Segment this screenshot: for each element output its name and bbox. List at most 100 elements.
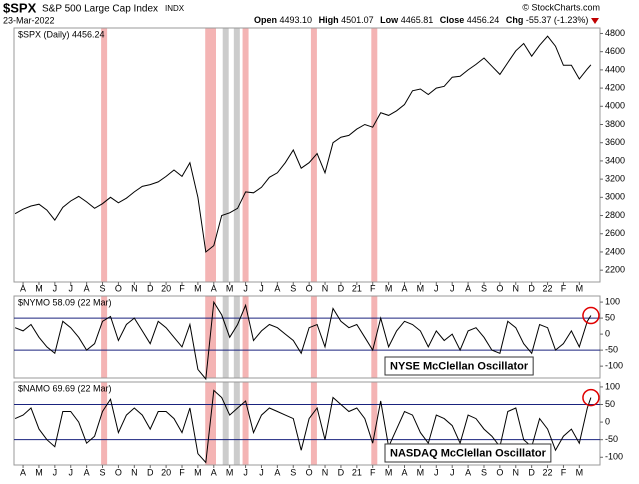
x-tick-label: F bbox=[179, 467, 185, 477]
x-tick-label: F bbox=[561, 467, 567, 477]
x-tick-label: J bbox=[68, 467, 73, 477]
legend: $NYMO 58.09 (22 Mar) bbox=[18, 297, 112, 307]
quote-value: 4501.07 bbox=[341, 15, 374, 25]
signal-band bbox=[233, 296, 240, 378]
x-tick-label: J bbox=[434, 283, 439, 293]
signal-band bbox=[310, 296, 317, 378]
x-tick-label: 21 bbox=[352, 467, 362, 477]
signal-band bbox=[205, 382, 212, 465]
source: © StockCharts.com bbox=[522, 2, 600, 12]
x-tick-label: J bbox=[450, 467, 455, 477]
y-tick-label: -50 bbox=[605, 345, 618, 355]
quote-label: Low bbox=[380, 15, 399, 25]
x-tick-label: O bbox=[306, 283, 313, 293]
signal-band bbox=[242, 28, 249, 282]
y-tick-label: 3400 bbox=[605, 155, 625, 165]
signal-band bbox=[209, 28, 216, 282]
y-tick-label: 100 bbox=[605, 381, 620, 391]
y-tick-label: -50 bbox=[605, 434, 618, 444]
x-tick-label: D bbox=[338, 283, 345, 293]
signal-band bbox=[209, 382, 216, 465]
x-tick-label: J bbox=[243, 467, 248, 477]
x-tick-label: S bbox=[481, 467, 487, 477]
x-tick-label: D bbox=[528, 283, 535, 293]
y-tick-label: 4000 bbox=[605, 101, 625, 111]
x-tick-label: A bbox=[401, 467, 407, 477]
x-tick-label: D bbox=[528, 467, 535, 477]
y-tick-label: 50 bbox=[605, 399, 615, 409]
y-tick-label: 4800 bbox=[605, 28, 625, 38]
x-tick-label: A bbox=[401, 283, 407, 293]
quote-value: 4456.24 bbox=[467, 15, 500, 25]
x-tick-label: A bbox=[84, 467, 90, 477]
x-tick-label: J bbox=[53, 467, 58, 477]
quote-label: Open bbox=[254, 15, 277, 25]
quote-label: Close bbox=[440, 15, 465, 25]
highlight-circle bbox=[582, 306, 600, 325]
x-tick-label: J bbox=[243, 283, 248, 293]
x-tick-label: N bbox=[513, 283, 520, 293]
x-tick-label: J bbox=[53, 283, 58, 293]
x-tick-label: F bbox=[179, 283, 185, 293]
signal-band bbox=[371, 28, 378, 282]
x-tick-label: A bbox=[20, 283, 26, 293]
x-tick-label: J bbox=[259, 467, 264, 477]
quote-label: Chg bbox=[506, 15, 524, 25]
x-tick-label: A bbox=[20, 467, 26, 477]
x-tick-label: O bbox=[115, 467, 122, 477]
x-tick-label: A bbox=[465, 467, 471, 477]
x-tick-label: O bbox=[115, 283, 122, 293]
x-tick-label: N bbox=[322, 283, 329, 293]
y-tick-label: 100 bbox=[605, 296, 620, 306]
y-tick-label: -100 bbox=[605, 361, 623, 371]
x-tick-label: 22 bbox=[543, 467, 553, 477]
signal-band bbox=[222, 382, 229, 465]
x-tick-label: S bbox=[100, 467, 106, 477]
signal-band bbox=[222, 296, 229, 378]
quote-value: 4493.10 bbox=[280, 15, 313, 25]
x-tick-label: M bbox=[194, 467, 202, 477]
x-tick-label: N bbox=[513, 467, 520, 477]
x-tick-label: M bbox=[417, 283, 425, 293]
quote-value: -55.37 (-1.23%) bbox=[526, 15, 589, 25]
x-tick-label: M bbox=[385, 283, 393, 293]
signal-band bbox=[209, 296, 216, 378]
y-tick-label: 4400 bbox=[605, 64, 625, 74]
y-tick-label: 2400 bbox=[605, 246, 625, 256]
signal-band bbox=[101, 382, 108, 465]
x-tick-label: M bbox=[35, 283, 43, 293]
y-tick-label: 4200 bbox=[605, 82, 625, 92]
y-tick-label: 2200 bbox=[605, 265, 625, 275]
y-tick-label: 50 bbox=[605, 312, 615, 322]
x-tick-label: N bbox=[131, 467, 138, 477]
x-tick-label: D bbox=[147, 467, 154, 477]
quote-label: High bbox=[319, 15, 339, 25]
annotation-box bbox=[384, 443, 552, 463]
exchange: INDX bbox=[165, 4, 185, 13]
date: 23-Mar-2022 bbox=[3, 15, 55, 25]
x-tick-label: S bbox=[290, 467, 296, 477]
x-tick-label: J bbox=[259, 283, 264, 293]
panel bbox=[13, 381, 601, 466]
signal-band bbox=[233, 382, 240, 465]
signal-band bbox=[371, 382, 378, 465]
y-tick-label: 2800 bbox=[605, 210, 625, 220]
x-tick-label: J bbox=[68, 283, 73, 293]
down-arrow bbox=[591, 18, 599, 24]
x-tick-label: O bbox=[496, 467, 503, 477]
signal-band bbox=[205, 28, 212, 282]
price-line bbox=[14, 300, 592, 381]
x-tick-label: M bbox=[194, 283, 202, 293]
signal-band bbox=[101, 28, 108, 282]
x-tick-label: M bbox=[226, 467, 234, 477]
y-tick-label: 3600 bbox=[605, 137, 625, 147]
x-tick-label: D bbox=[147, 283, 154, 293]
x-tick-label: F bbox=[370, 283, 376, 293]
signal-band bbox=[205, 296, 212, 378]
x-tick-label: O bbox=[306, 467, 313, 477]
x-tick-label: S bbox=[100, 283, 106, 293]
x-tick-label: N bbox=[131, 283, 138, 293]
signal-band bbox=[222, 28, 229, 282]
x-tick-label: O bbox=[496, 283, 503, 293]
